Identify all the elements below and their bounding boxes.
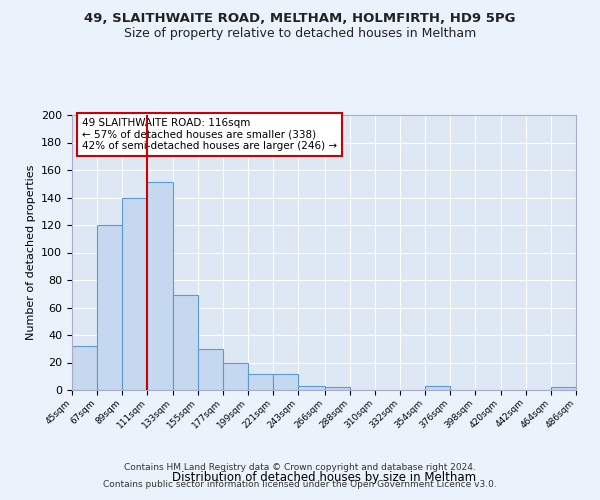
Text: 49 SLAITHWAITE ROAD: 116sqm
← 57% of detached houses are smaller (338)
42% of se: 49 SLAITHWAITE ROAD: 116sqm ← 57% of det… bbox=[82, 118, 337, 151]
Text: Contains HM Land Registry data © Crown copyright and database right 2024.: Contains HM Land Registry data © Crown c… bbox=[124, 464, 476, 472]
Bar bbox=[72, 346, 97, 390]
Text: Size of property relative to detached houses in Meltham: Size of property relative to detached ho… bbox=[124, 28, 476, 40]
Bar bbox=[122, 198, 148, 390]
Y-axis label: Number of detached properties: Number of detached properties bbox=[26, 165, 35, 340]
Bar bbox=[325, 387, 350, 390]
Bar bbox=[223, 362, 248, 390]
Bar bbox=[298, 386, 325, 390]
Bar bbox=[425, 386, 450, 390]
Bar bbox=[173, 295, 198, 390]
Bar bbox=[248, 374, 273, 390]
Text: 49, SLAITHWAITE ROAD, MELTHAM, HOLMFIRTH, HD9 5PG: 49, SLAITHWAITE ROAD, MELTHAM, HOLMFIRTH… bbox=[84, 12, 516, 26]
Bar bbox=[97, 225, 122, 390]
Bar bbox=[198, 349, 223, 390]
Bar bbox=[148, 182, 173, 390]
X-axis label: Distribution of detached houses by size in Meltham: Distribution of detached houses by size … bbox=[172, 472, 476, 484]
Text: Contains public sector information licensed under the Open Government Licence v3: Contains public sector information licen… bbox=[103, 480, 497, 489]
Bar bbox=[551, 387, 576, 390]
Bar bbox=[273, 374, 298, 390]
